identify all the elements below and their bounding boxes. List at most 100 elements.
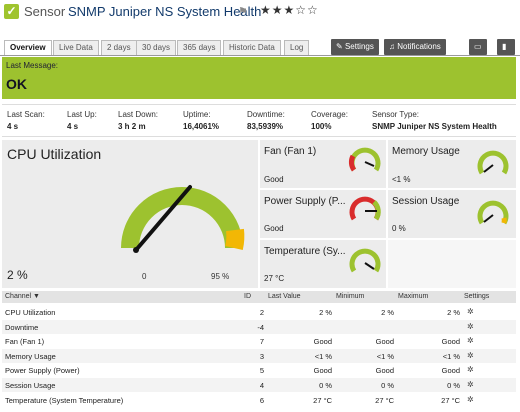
gauge-panel-session — [388, 190, 516, 238]
cell-id: 6 — [259, 395, 264, 405]
cell-minimum: Good — [375, 366, 394, 376]
coverage-label: Coverage: — [311, 110, 348, 119]
col-settings: Settings — [464, 293, 490, 300]
gauge-title-session: Session Usage — [392, 196, 460, 207]
tab-overview[interactable]: Overview — [4, 40, 52, 56]
cell-channel: Temperature (System Temperature) — [5, 395, 124, 405]
gauge-title-fan: Fan (Fan 1) — [264, 146, 317, 157]
cell-id: 4 — [259, 381, 264, 390]
main-gauge-value: 2 % — [7, 268, 28, 282]
cell-id: 3 — [259, 351, 264, 361]
power-gauge — [349, 196, 381, 221]
divider — [2, 104, 516, 105]
gauge-title-power: Power Supply (P... — [264, 196, 346, 207]
cell-last-value: 0 % — [319, 381, 332, 390]
last-up-label: Last Up: — [67, 110, 97, 119]
notifications-button[interactable]: ♫ Notifications — [384, 39, 446, 55]
cell-last-value: Good — [313, 366, 332, 376]
tab-live-data[interactable]: Live Data — [53, 40, 99, 56]
col-channel-label: Channel — [5, 293, 32, 300]
gauge-value-memory: <1 % — [392, 175, 411, 184]
comment-icon: ▭ — [474, 42, 482, 51]
delete-button[interactable]: ▮ — [497, 39, 515, 55]
main-gauge-title: CPU Utilization — [7, 146, 102, 162]
cell-last-value: <1 % — [314, 351, 332, 361]
tab-2-days[interactable]: 2 days — [101, 40, 137, 56]
sensor-name[interactable]: SNMP Juniper NS System Health — [68, 4, 262, 19]
cell-last-value: 27 °C — [313, 395, 332, 405]
col-maximum[interactable]: Maximum — [398, 293, 429, 300]
cell-last-value: 2 % — [319, 308, 332, 317]
comment-button[interactable]: ▭ — [469, 39, 487, 55]
tab-365-days[interactable]: 365 days — [177, 40, 222, 56]
tab-log[interactable]: Log — [284, 40, 310, 56]
gear-icon[interactable]: ✲ — [467, 365, 474, 375]
main-gauge-max: 95 % — [211, 272, 230, 281]
memory-gauge — [477, 150, 509, 175]
priority-stars[interactable]: ★★★☆☆ — [260, 3, 319, 17]
cell-channel: Downtime — [5, 322, 39, 332]
cpu-gauge — [121, 185, 245, 253]
col-channel[interactable]: Channel ▼ — [5, 293, 40, 300]
table-row[interactable] — [2, 363, 516, 378]
cell-maximum: 0 % — [447, 381, 460, 390]
table-row[interactable] — [2, 305, 516, 319]
cell-channel: CPU Utilization — [5, 308, 56, 317]
gauge-value-fan: Good — [264, 175, 284, 184]
gauge-title-memory: Memory Usage — [392, 146, 460, 157]
last-down-value: 3 h 2 m — [118, 122, 146, 131]
sensor-type-stat-label: Sensor Type: — [372, 110, 419, 119]
gauge-value-power: Good — [264, 224, 284, 233]
gear-icon[interactable]: ✲ — [467, 394, 474, 404]
uptime-label: Uptime: — [183, 110, 211, 119]
last-up-value: 4 s — [67, 122, 79, 131]
sensor-type-label: Sensor — [24, 4, 66, 19]
cell-channel: Memory Usage — [5, 351, 56, 361]
tab-historic-data[interactable]: Historic Data — [223, 40, 281, 56]
cell-id: -4 — [257, 322, 264, 332]
gear-icon[interactable]: ✲ — [467, 350, 474, 360]
sensor-type-stat-value: SNMP Juniper NS System Health — [372, 122, 497, 131]
fan-gauge — [348, 147, 381, 172]
cell-id: 7 — [259, 337, 264, 347]
gauge-needle — [134, 185, 192, 252]
table-row[interactable] — [2, 319, 516, 334]
settings-button[interactable]: ✎ Settings — [331, 39, 379, 55]
cell-maximum: Good — [441, 366, 460, 376]
cell-last-value: Good — [313, 337, 332, 347]
col-id[interactable]: ID — [244, 293, 251, 300]
divider — [2, 136, 516, 137]
coverage-value: 100% — [311, 122, 332, 131]
status-banner — [2, 57, 516, 99]
gauge-panel-empty — [388, 240, 516, 288]
cell-minimum: Good — [375, 337, 394, 347]
tab-divider — [0, 55, 520, 56]
flag-icon[interactable]: ⚑ — [238, 6, 248, 18]
last-message-status: OK — [6, 76, 27, 92]
cell-maximum: Good — [441, 337, 460, 347]
gauge-panel-memory — [388, 140, 516, 188]
table-header — [2, 291, 516, 303]
gear-icon[interactable]: ✲ — [467, 307, 474, 316]
gauge-title-temperature: Temperature (Sy... — [264, 246, 346, 257]
table-row[interactable] — [2, 378, 516, 392]
last-message-label: Last Message: — [6, 61, 59, 70]
gear-icon[interactable]: ✲ — [467, 321, 474, 331]
notifications-label: Notifications — [397, 42, 441, 51]
cell-maximum: <1 % — [442, 351, 460, 361]
table-row[interactable] — [2, 348, 516, 363]
settings-label: Settings — [344, 42, 374, 51]
col-last-value[interactable]: Last Value — [268, 293, 301, 300]
table-row[interactable] — [2, 392, 516, 407]
table-row[interactable] — [2, 334, 516, 349]
downtime-value: 83,5939% — [247, 122, 284, 131]
col-minimum[interactable]: Minimum — [336, 293, 365, 300]
gear-icon[interactable]: ✲ — [467, 336, 474, 346]
cell-id: 5 — [259, 366, 264, 376]
tab-30-days[interactable]: 30 days — [136, 40, 177, 56]
uptime-value: 16,4061% — [183, 122, 220, 131]
wrench-icon: ✎ — [336, 42, 345, 51]
temperature-gauge — [349, 248, 381, 273]
gear-icon[interactable]: ✲ — [467, 380, 474, 389]
last-scan-label: Last Scan: — [7, 110, 45, 119]
